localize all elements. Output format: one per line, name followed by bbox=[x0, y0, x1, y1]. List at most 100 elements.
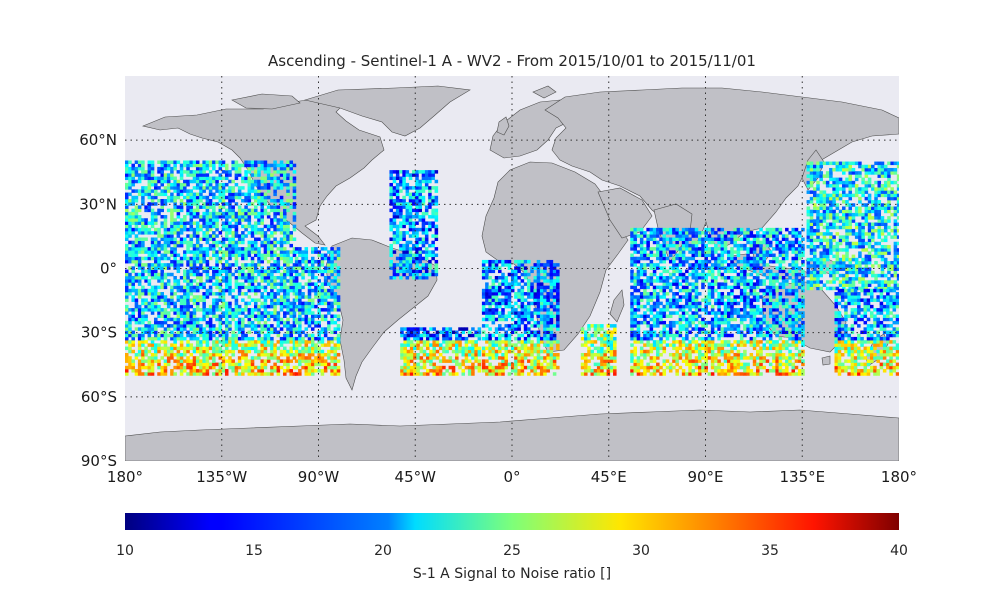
snr-cell bbox=[327, 263, 331, 267]
snr-cell bbox=[333, 269, 338, 274]
snr-cell bbox=[485, 340, 489, 344]
snr-cell bbox=[154, 237, 158, 241]
snr-cell bbox=[330, 263, 334, 267]
snr-cell bbox=[336, 304, 341, 309]
snr-cell bbox=[556, 269, 560, 274]
snr-cell bbox=[263, 333, 268, 338]
snr-cell bbox=[186, 279, 190, 283]
snr-cell bbox=[215, 179, 219, 184]
snr-cell bbox=[266, 314, 271, 318]
snr-cell bbox=[205, 320, 210, 325]
snr-cell bbox=[199, 166, 203, 171]
snr-cell bbox=[543, 359, 547, 363]
snr-cell bbox=[431, 173, 435, 177]
snr-cell bbox=[630, 285, 634, 290]
snr-cell bbox=[260, 317, 264, 322]
snr-cell bbox=[646, 295, 650, 299]
snr-cell bbox=[254, 356, 258, 360]
snr-cell bbox=[212, 234, 216, 238]
snr-cell bbox=[400, 365, 404, 370]
snr-cell bbox=[428, 266, 432, 270]
tasmania bbox=[821, 355, 831, 366]
snr-cell bbox=[600, 346, 604, 351]
snr-cell bbox=[314, 369, 318, 373]
snr-cell bbox=[125, 346, 129, 351]
snr-cell bbox=[289, 163, 294, 168]
snr-cell bbox=[205, 221, 210, 225]
snr-cell bbox=[144, 304, 148, 309]
snr-cell bbox=[533, 266, 538, 270]
snr-cell bbox=[292, 269, 297, 274]
snr-cell bbox=[488, 336, 492, 341]
snr-cell bbox=[192, 359, 197, 363]
snr-cell bbox=[552, 282, 557, 286]
snr-cell bbox=[179, 208, 184, 213]
snr-cell bbox=[395, 186, 400, 190]
snr-cell bbox=[402, 237, 406, 241]
snr-cell bbox=[395, 182, 400, 187]
snr-cell bbox=[646, 279, 650, 283]
snr-cell bbox=[501, 272, 505, 277]
snr-cell bbox=[392, 176, 397, 181]
snr-cell bbox=[179, 320, 184, 325]
snr-cell bbox=[228, 231, 232, 235]
snr-cell bbox=[228, 263, 232, 267]
snr-cell bbox=[134, 227, 139, 232]
snr-cell bbox=[668, 243, 673, 248]
snr-cell bbox=[254, 365, 258, 370]
snr-cell bbox=[134, 170, 139, 174]
snr-cell bbox=[237, 211, 242, 216]
snr-cell bbox=[163, 349, 168, 354]
snr-cell bbox=[160, 272, 164, 277]
snr-cell bbox=[431, 240, 435, 245]
snr-cell bbox=[507, 292, 512, 296]
snr-cell bbox=[276, 275, 281, 280]
snr-cell bbox=[304, 372, 309, 376]
snr-cell bbox=[520, 317, 525, 322]
snr-cell bbox=[137, 288, 142, 293]
snr-cell bbox=[294, 263, 299, 267]
snr-cell bbox=[260, 295, 264, 299]
snr-cell bbox=[421, 189, 426, 193]
snr-cell bbox=[587, 333, 591, 338]
snr-cell bbox=[485, 295, 489, 299]
snr-cell bbox=[241, 211, 245, 216]
snr-cell bbox=[327, 304, 331, 309]
snr-cell bbox=[199, 218, 203, 222]
snr-cell bbox=[141, 288, 145, 293]
snr-cell bbox=[668, 304, 673, 309]
snr-cell bbox=[418, 266, 422, 270]
snr-cell bbox=[215, 263, 219, 267]
snr-cell bbox=[665, 285, 670, 290]
snr-cell bbox=[310, 259, 315, 264]
snr-cell bbox=[144, 308, 148, 312]
snr-cell bbox=[150, 340, 155, 344]
snr-cell bbox=[173, 340, 177, 344]
snr-cell bbox=[395, 237, 400, 241]
snr-cell bbox=[254, 179, 258, 184]
snr-cell bbox=[276, 269, 281, 274]
snr-cell bbox=[543, 356, 547, 360]
snr-cell bbox=[301, 275, 305, 280]
snr-cell bbox=[434, 253, 439, 258]
snr-cell bbox=[672, 304, 676, 309]
snr-cell bbox=[600, 352, 604, 357]
snr-cell bbox=[260, 240, 264, 245]
snr-cell bbox=[389, 227, 393, 232]
snr-cell bbox=[247, 330, 252, 335]
snr-cell bbox=[428, 227, 432, 232]
snr-cell bbox=[408, 259, 413, 264]
snr-cell bbox=[218, 372, 223, 376]
snr-cell bbox=[504, 288, 508, 293]
snr-cell bbox=[125, 365, 129, 370]
snr-cell bbox=[131, 256, 135, 261]
snr-cell bbox=[237, 250, 242, 254]
snr-cell bbox=[166, 198, 171, 203]
snr-cell bbox=[530, 311, 534, 315]
snr-cell bbox=[237, 349, 242, 354]
snr-cell bbox=[160, 192, 164, 197]
snr-cell bbox=[662, 240, 667, 245]
snr-cell bbox=[286, 250, 290, 254]
snr-cell bbox=[224, 340, 229, 344]
snr-cell bbox=[260, 234, 264, 238]
